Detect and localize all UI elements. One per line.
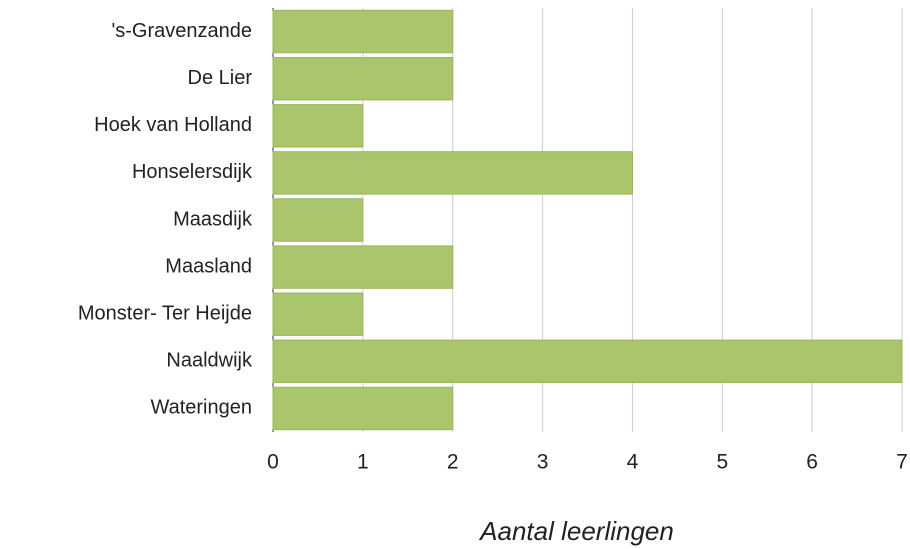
y-tick-label: Maasland	[165, 255, 252, 277]
y-tick-label: Hoek van Holland	[94, 114, 252, 136]
y-tick-label: 's-Gravenzande	[111, 20, 252, 42]
bar	[272, 151, 633, 195]
bar	[272, 104, 364, 148]
bar	[272, 339, 903, 384]
x-tick-label: 4	[627, 451, 639, 474]
y-tick-label: Monster- Ter Heijde	[78, 303, 252, 325]
bar	[272, 386, 454, 431]
x-tick-label: 0	[267, 451, 279, 474]
y-tick-label: Wateringen	[150, 397, 252, 419]
y-tick-label: Naaldwijk	[166, 350, 253, 372]
x-axis-title: Aantal leerlingen	[478, 516, 674, 546]
x-tick-label: 1	[357, 451, 369, 474]
y-tick-label: De Lier	[188, 67, 253, 89]
bar	[272, 56, 454, 101]
x-tick-label: 7	[896, 451, 908, 474]
bar	[272, 245, 454, 289]
y-tick-label: Maasdijk	[173, 208, 253, 230]
x-tick-label: 5	[716, 451, 728, 474]
x-tick-label: 6	[806, 451, 818, 474]
bar	[272, 292, 364, 336]
x-tick-label: 2	[447, 451, 459, 474]
y-tick-label: Honselersdijk	[132, 161, 253, 183]
x-tick-label: 3	[537, 451, 549, 474]
bar	[272, 9, 454, 54]
bar	[272, 198, 364, 242]
